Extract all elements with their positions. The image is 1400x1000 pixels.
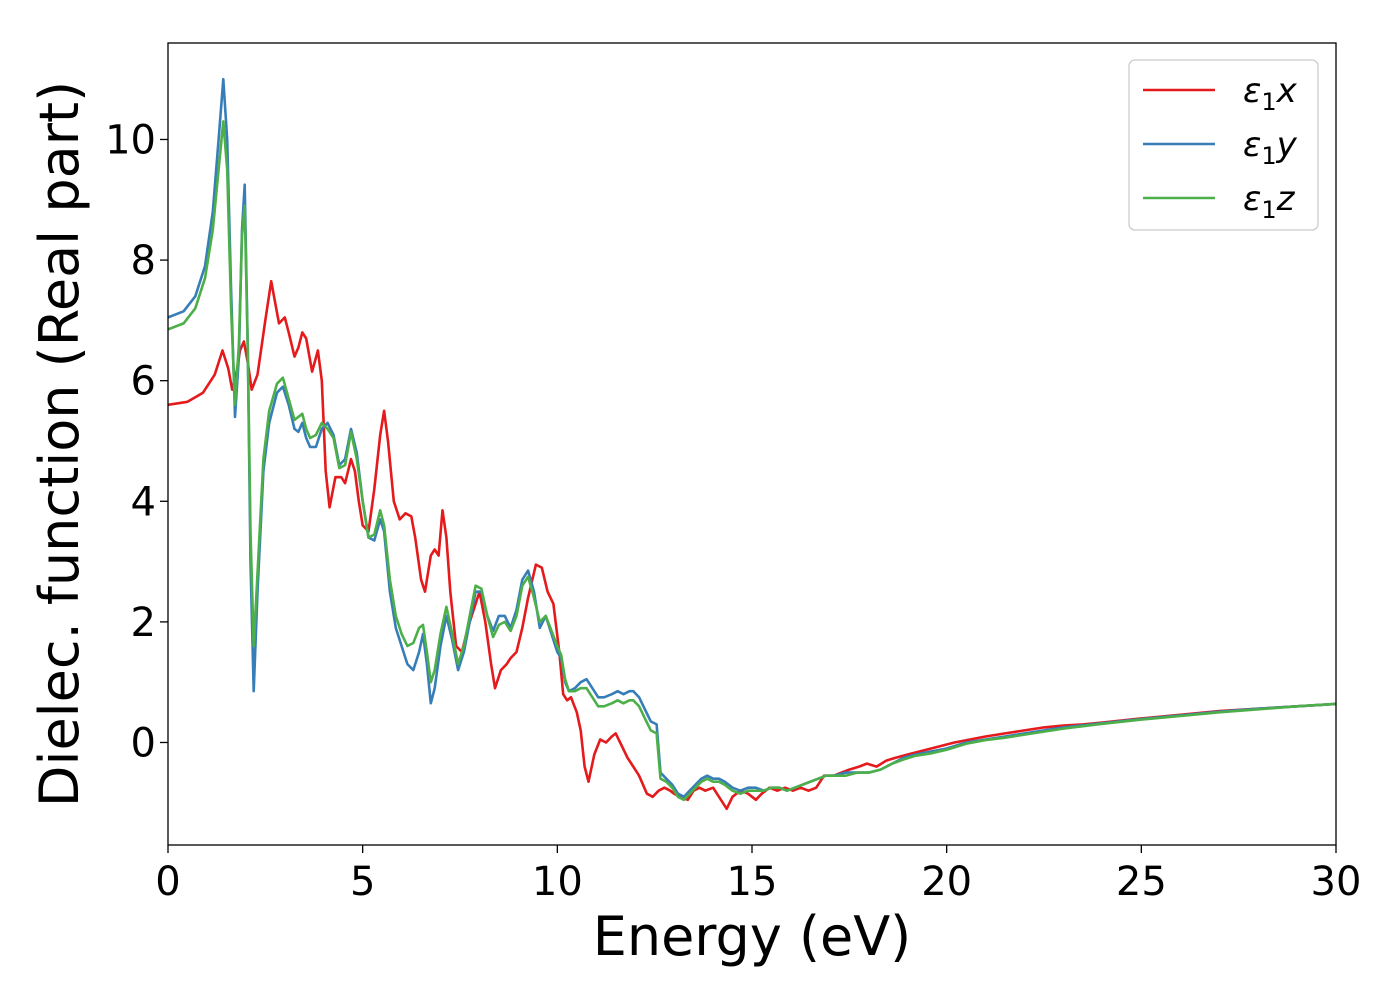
x-tick-label: 15 <box>727 859 778 905</box>
y-axis-ticks: 0 2 4 6 8 10 <box>105 117 168 766</box>
legend-box <box>1128 59 1319 231</box>
series-line-z <box>168 120 1336 802</box>
x-tick-label: 0 <box>155 859 180 905</box>
legend-label-x: ε1x <box>1243 71 1298 116</box>
y-tick-label: 4 <box>131 479 156 525</box>
x-tick-label: 20 <box>921 859 972 905</box>
x-tick-label: 10 <box>532 859 583 905</box>
y-tick-label: 8 <box>131 238 156 284</box>
x-axis-title: Energy (eV) <box>593 905 912 968</box>
legend-label-y: ε1y <box>1243 125 1298 170</box>
y-tick-label: 10 <box>105 117 156 163</box>
legend: ε1x ε1y ε1z <box>1128 59 1319 231</box>
x-tick-label: 25 <box>1116 859 1167 905</box>
legend-label-z: ε1z <box>1243 179 1296 224</box>
y-tick-label: 6 <box>131 359 156 405</box>
x-tick-label: 5 <box>350 859 375 905</box>
y-axis-title: Dielec. function (Real part) <box>28 81 91 807</box>
x-tick-label: 30 <box>1311 859 1362 905</box>
x-axis-ticks: 0 5 10 15 20 25 30 <box>155 845 1361 905</box>
series-layer <box>168 77 1336 811</box>
y-tick-label: 2 <box>131 600 156 646</box>
series-line-x <box>168 279 1336 811</box>
y-tick-label: 0 <box>131 720 156 766</box>
